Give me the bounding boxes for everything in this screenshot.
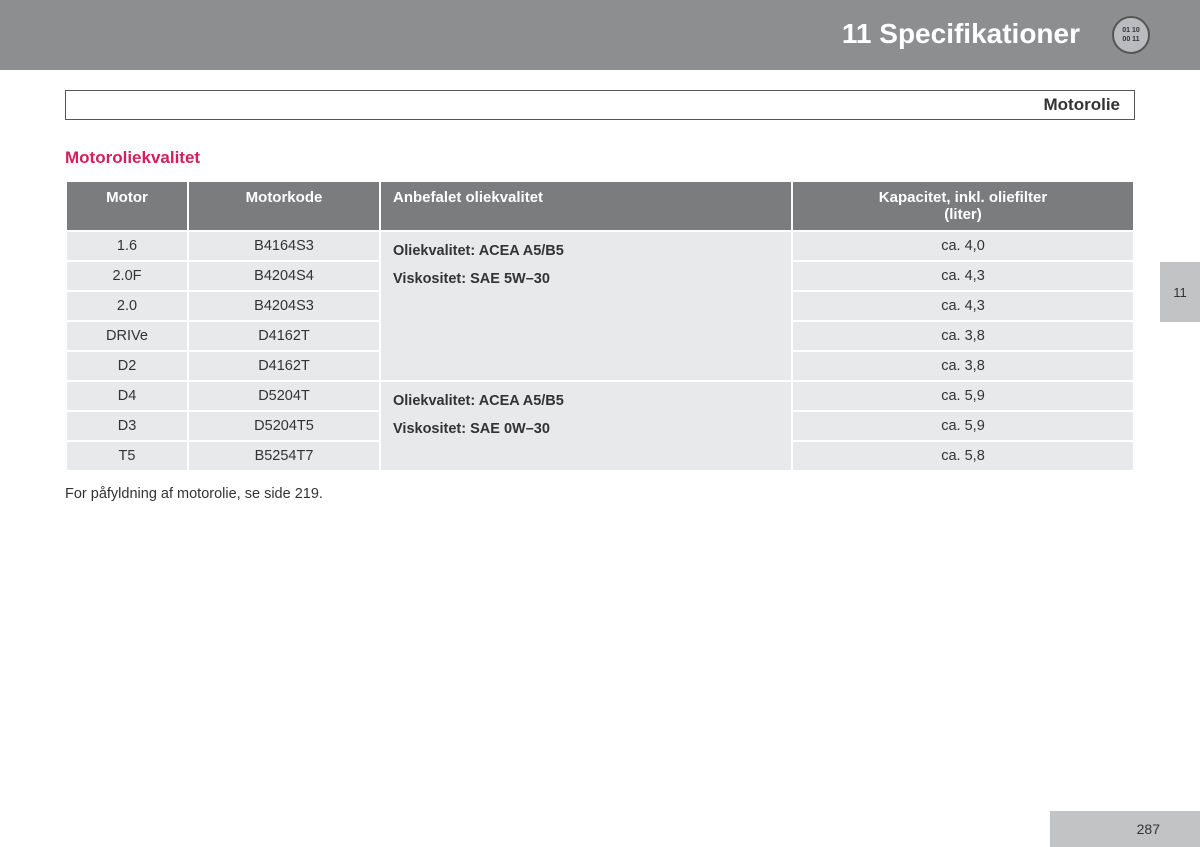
cell-code: D4162T <box>189 322 379 350</box>
capacity-header-line2: (liter) <box>801 206 1125 223</box>
cell-motor: DRIVe <box>67 322 187 350</box>
cell-code: B5254T7 <box>189 442 379 470</box>
table-header-row: Motor Motorkode Anbefalet oliekvalitet K… <box>67 182 1133 230</box>
cell-motor: T5 <box>67 442 187 470</box>
col-header-quality: Anbefalet oliekvalitet <box>381 182 791 230</box>
cell-quality-group2: Oliekvalitet: ACEA A5/B5 Viskositet: SAE… <box>381 382 791 470</box>
quality-g2-line1: Oliekvalitet: ACEA A5/B5 <box>393 388 781 416</box>
cell-capacity: ca. 5,8 <box>793 442 1133 470</box>
cell-code: B4164S3 <box>189 232 379 260</box>
chapter-title: 11 Specifikationer <box>842 18 1080 50</box>
cell-motor: 1.6 <box>67 232 187 260</box>
col-header-code: Motorkode <box>189 182 379 230</box>
cell-capacity: ca. 4,0 <box>793 232 1133 260</box>
cell-code: D5204T5 <box>189 412 379 440</box>
cell-motor: D3 <box>67 412 187 440</box>
icon-text-line2: 00 11 <box>1122 35 1139 44</box>
cell-capacity: ca. 4,3 <box>793 292 1133 320</box>
cell-motor: 2.0 <box>67 292 187 320</box>
cell-capacity: ca. 5,9 <box>793 382 1133 410</box>
cell-code: B4204S4 <box>189 262 379 290</box>
col-header-motor: Motor <box>67 182 187 230</box>
cell-code: B4204S3 <box>189 292 379 320</box>
cell-code: D4162T <box>189 352 379 380</box>
sub-heading: Motoroliekvalitet <box>65 148 1135 168</box>
col-header-capacity: Kapacitet, inkl. oliefilter (liter) <box>793 182 1133 230</box>
cell-code: D5204T <box>189 382 379 410</box>
table-row: D4 D5204T Oliekvalitet: ACEA A5/B5 Visko… <box>67 382 1133 410</box>
capacity-header-line1: Kapacitet, inkl. oliefilter <box>801 189 1125 206</box>
chapter-header: 11 Specifikationer 01 10 00 11 <box>0 0 1200 70</box>
cell-capacity: ca. 3,8 <box>793 352 1133 380</box>
cell-motor: 2.0F <box>67 262 187 290</box>
cell-motor: D4 <box>67 382 187 410</box>
quality-g1-line2: Viskositet: SAE 5W–30 <box>393 266 781 294</box>
quality-g1-line1: Oliekvalitet: ACEA A5/B5 <box>393 238 781 266</box>
quality-g2-line2: Viskositet: SAE 0W–30 <box>393 416 781 444</box>
cell-capacity: ca. 4,3 <box>793 262 1133 290</box>
cell-motor: D2 <box>67 352 187 380</box>
footnote: For påfyldning af motorolie, se side 219… <box>65 486 1135 502</box>
icon-text-line1: 01 10 <box>1122 26 1140 35</box>
section-title-bar: Motorolie <box>65 90 1135 120</box>
oil-spec-table: Motor Motorkode Anbefalet oliekvalitet K… <box>65 180 1135 472</box>
cell-capacity: ca. 5,9 <box>793 412 1133 440</box>
cell-capacity: ca. 3,8 <box>793 322 1133 350</box>
page-number: 287 <box>1050 811 1200 847</box>
cell-quality-group1: Oliekvalitet: ACEA A5/B5 Viskositet: SAE… <box>381 232 791 380</box>
chapter-side-tab: 11 <box>1160 262 1200 322</box>
binary-circle-icon: 01 10 00 11 <box>1112 16 1150 54</box>
table-row: 1.6 B4164S3 Oliekvalitet: ACEA A5/B5 Vis… <box>67 232 1133 260</box>
